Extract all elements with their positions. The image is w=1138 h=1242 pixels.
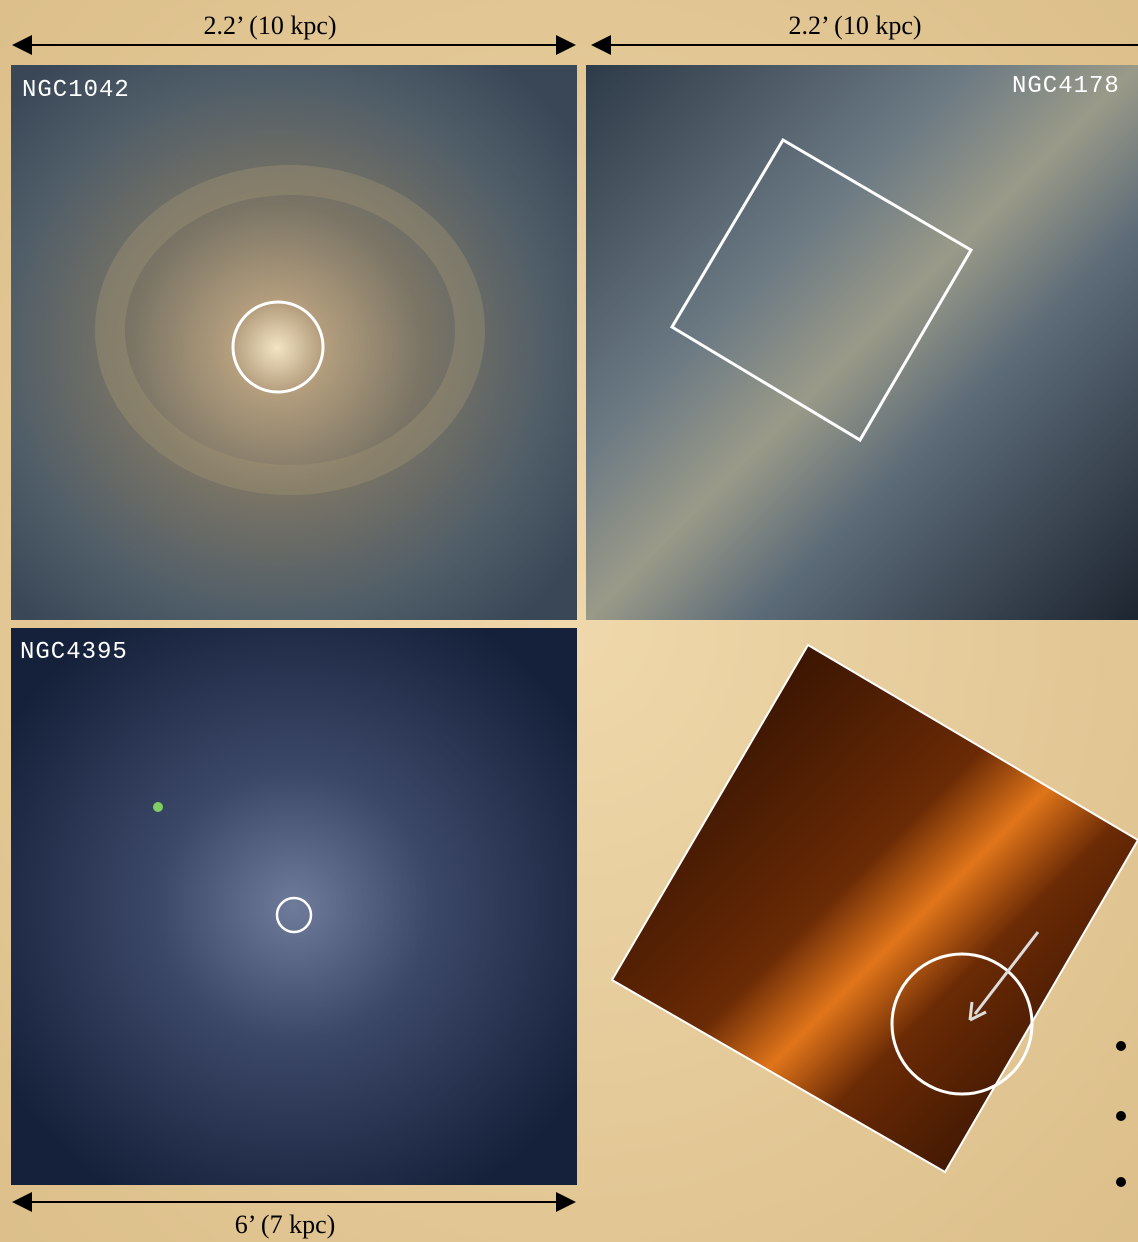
scale-label: 6’ (7 kpc)	[235, 1210, 336, 1239]
galaxy-image	[11, 65, 577, 620]
highlight-circle	[231, 300, 325, 394]
galaxy-image	[11, 628, 577, 1185]
highlight-circle	[890, 952, 1034, 1096]
spiral-arm	[95, 165, 485, 495]
pointer-arrow-head	[968, 1001, 987, 1022]
scale-label: 2.2’ (10 kpc)	[788, 11, 921, 40]
zoom-image	[610, 643, 1138, 1174]
scale-label: 2.2’ (10 kpc)	[203, 11, 336, 40]
galaxy-image	[586, 65, 1138, 620]
bullet	[1116, 1041, 1126, 1051]
galaxy-label: NGC4395	[20, 639, 128, 666]
galaxy-label: NGC4178	[1012, 73, 1120, 100]
star	[153, 802, 163, 812]
pointer-arrow	[973, 931, 1040, 1015]
galaxy-label: NGC1042	[22, 77, 130, 104]
highlight-circle	[275, 896, 313, 934]
bullet	[1116, 1111, 1126, 1121]
highlight-box	[669, 137, 974, 443]
bullet	[1116, 1177, 1126, 1187]
